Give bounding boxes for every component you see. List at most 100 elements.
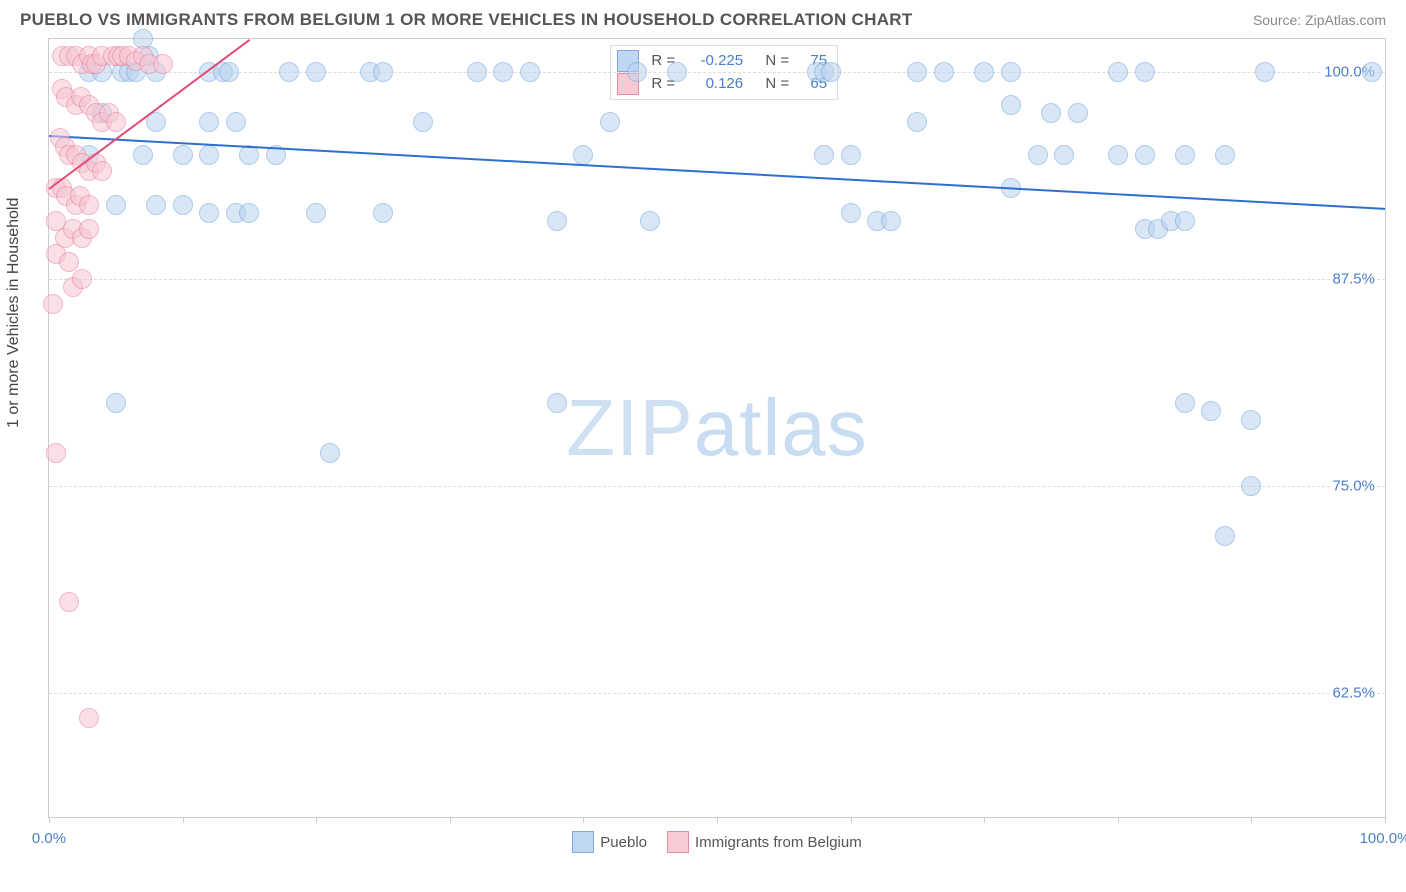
x-tick xyxy=(1251,817,1252,823)
data-point-pueblo xyxy=(573,145,593,165)
n-label: N = xyxy=(761,50,789,73)
data-point-pueblo xyxy=(1054,145,1074,165)
data-point-pueblo xyxy=(279,62,299,82)
data-point-pueblo xyxy=(106,393,126,413)
x-tick xyxy=(583,817,584,823)
swatch-pueblo xyxy=(572,831,594,853)
gridline xyxy=(49,72,1385,73)
data-point-pueblo xyxy=(133,145,153,165)
watermark: ZIPatlas xyxy=(566,382,867,474)
data-point-pueblo xyxy=(219,62,239,82)
legend-item-belgium: Immigrants from Belgium xyxy=(667,831,862,853)
x-tick xyxy=(316,817,317,823)
data-point-pueblo xyxy=(106,195,126,215)
gridline xyxy=(49,486,1385,487)
data-point-pueblo xyxy=(373,203,393,223)
x-tick xyxy=(183,817,184,823)
x-tick xyxy=(984,817,985,823)
data-point-pueblo xyxy=(1028,145,1048,165)
data-point-pueblo xyxy=(814,145,834,165)
r-value-pueblo: -0.225 xyxy=(683,50,743,73)
data-point-pueblo xyxy=(1362,62,1382,82)
data-point-pueblo xyxy=(373,62,393,82)
data-point-pueblo xyxy=(173,145,193,165)
data-point-pueblo xyxy=(1241,410,1261,430)
data-point-belgium xyxy=(79,219,99,239)
y-axis-label: 1 or more Vehicles in Household xyxy=(5,198,23,428)
stats-row-pueblo: R = -0.225 N = 75 xyxy=(617,50,827,73)
data-point-pueblo xyxy=(881,211,901,231)
legend-item-pueblo: Pueblo xyxy=(572,831,647,853)
data-point-pueblo xyxy=(841,145,861,165)
n-label: N = xyxy=(761,73,789,96)
bottom-legend: Pueblo Immigrants from Belgium xyxy=(49,831,1385,853)
data-point-belgium xyxy=(153,54,173,74)
stats-row-belgium: R = 0.126 N = 65 xyxy=(617,73,827,96)
data-point-pueblo xyxy=(239,203,259,223)
swatch-belgium xyxy=(667,831,689,853)
gridline xyxy=(49,693,1385,694)
data-point-pueblo xyxy=(1135,62,1155,82)
data-point-pueblo xyxy=(547,211,567,231)
data-point-belgium xyxy=(59,252,79,272)
data-point-pueblo xyxy=(640,211,660,231)
data-point-pueblo xyxy=(1108,62,1128,82)
data-point-pueblo xyxy=(1241,476,1261,496)
data-point-belgium xyxy=(46,443,66,463)
x-tick xyxy=(49,817,50,823)
y-tick-label: 75.0% xyxy=(1330,477,1377,494)
data-point-belgium xyxy=(79,195,99,215)
x-tick xyxy=(450,817,451,823)
data-point-pueblo xyxy=(306,62,326,82)
x-tick-label: 100.0% xyxy=(1360,830,1406,847)
y-tick-label: 62.5% xyxy=(1330,684,1377,701)
data-point-pueblo xyxy=(413,112,433,132)
data-point-pueblo xyxy=(907,62,927,82)
data-point-pueblo xyxy=(146,195,166,215)
data-point-pueblo xyxy=(1041,103,1061,123)
data-point-belgium xyxy=(79,708,99,728)
data-point-pueblo xyxy=(667,62,687,82)
data-point-pueblo xyxy=(1175,145,1195,165)
data-point-pueblo xyxy=(841,203,861,223)
data-point-belgium xyxy=(106,112,126,132)
x-tick xyxy=(717,817,718,823)
data-point-belgium xyxy=(92,161,112,181)
legend-label-belgium: Immigrants from Belgium xyxy=(695,834,862,851)
data-point-pueblo xyxy=(1201,401,1221,421)
y-tick-label: 87.5% xyxy=(1330,271,1377,288)
data-point-pueblo xyxy=(199,112,219,132)
x-tick xyxy=(1385,817,1386,823)
data-point-pueblo xyxy=(1001,62,1021,82)
scatter-plot: ZIPatlas R = -0.225 N = 75 R = 0.126 N =… xyxy=(48,38,1386,818)
gridline xyxy=(49,279,1385,280)
data-point-pueblo xyxy=(1001,95,1021,115)
data-point-pueblo xyxy=(934,62,954,82)
data-point-pueblo xyxy=(1175,211,1195,231)
data-point-pueblo xyxy=(173,195,193,215)
data-point-pueblo xyxy=(1108,145,1128,165)
data-point-pueblo xyxy=(1215,526,1235,546)
legend-label-pueblo: Pueblo xyxy=(600,834,647,851)
data-point-pueblo xyxy=(493,62,513,82)
data-point-pueblo xyxy=(467,62,487,82)
data-point-pueblo xyxy=(226,112,246,132)
data-point-pueblo xyxy=(1175,393,1195,413)
data-point-pueblo xyxy=(320,443,340,463)
data-point-pueblo xyxy=(1255,62,1275,82)
data-point-pueblo xyxy=(547,393,567,413)
data-point-belgium xyxy=(59,592,79,612)
data-point-pueblo xyxy=(1135,145,1155,165)
data-point-pueblo xyxy=(600,112,620,132)
data-point-pueblo xyxy=(199,203,219,223)
data-point-pueblo xyxy=(821,62,841,82)
source-label: Source: ZipAtlas.com xyxy=(1253,12,1386,28)
data-point-pueblo xyxy=(520,62,540,82)
data-point-pueblo xyxy=(974,62,994,82)
data-point-pueblo xyxy=(907,112,927,132)
data-point-pueblo xyxy=(627,62,647,82)
data-point-belgium xyxy=(72,269,92,289)
x-tick-label: 0.0% xyxy=(32,830,66,847)
chart-title: PUEBLO VS IMMIGRANTS FROM BELGIUM 1 OR M… xyxy=(20,10,913,30)
data-point-pueblo xyxy=(1215,145,1235,165)
